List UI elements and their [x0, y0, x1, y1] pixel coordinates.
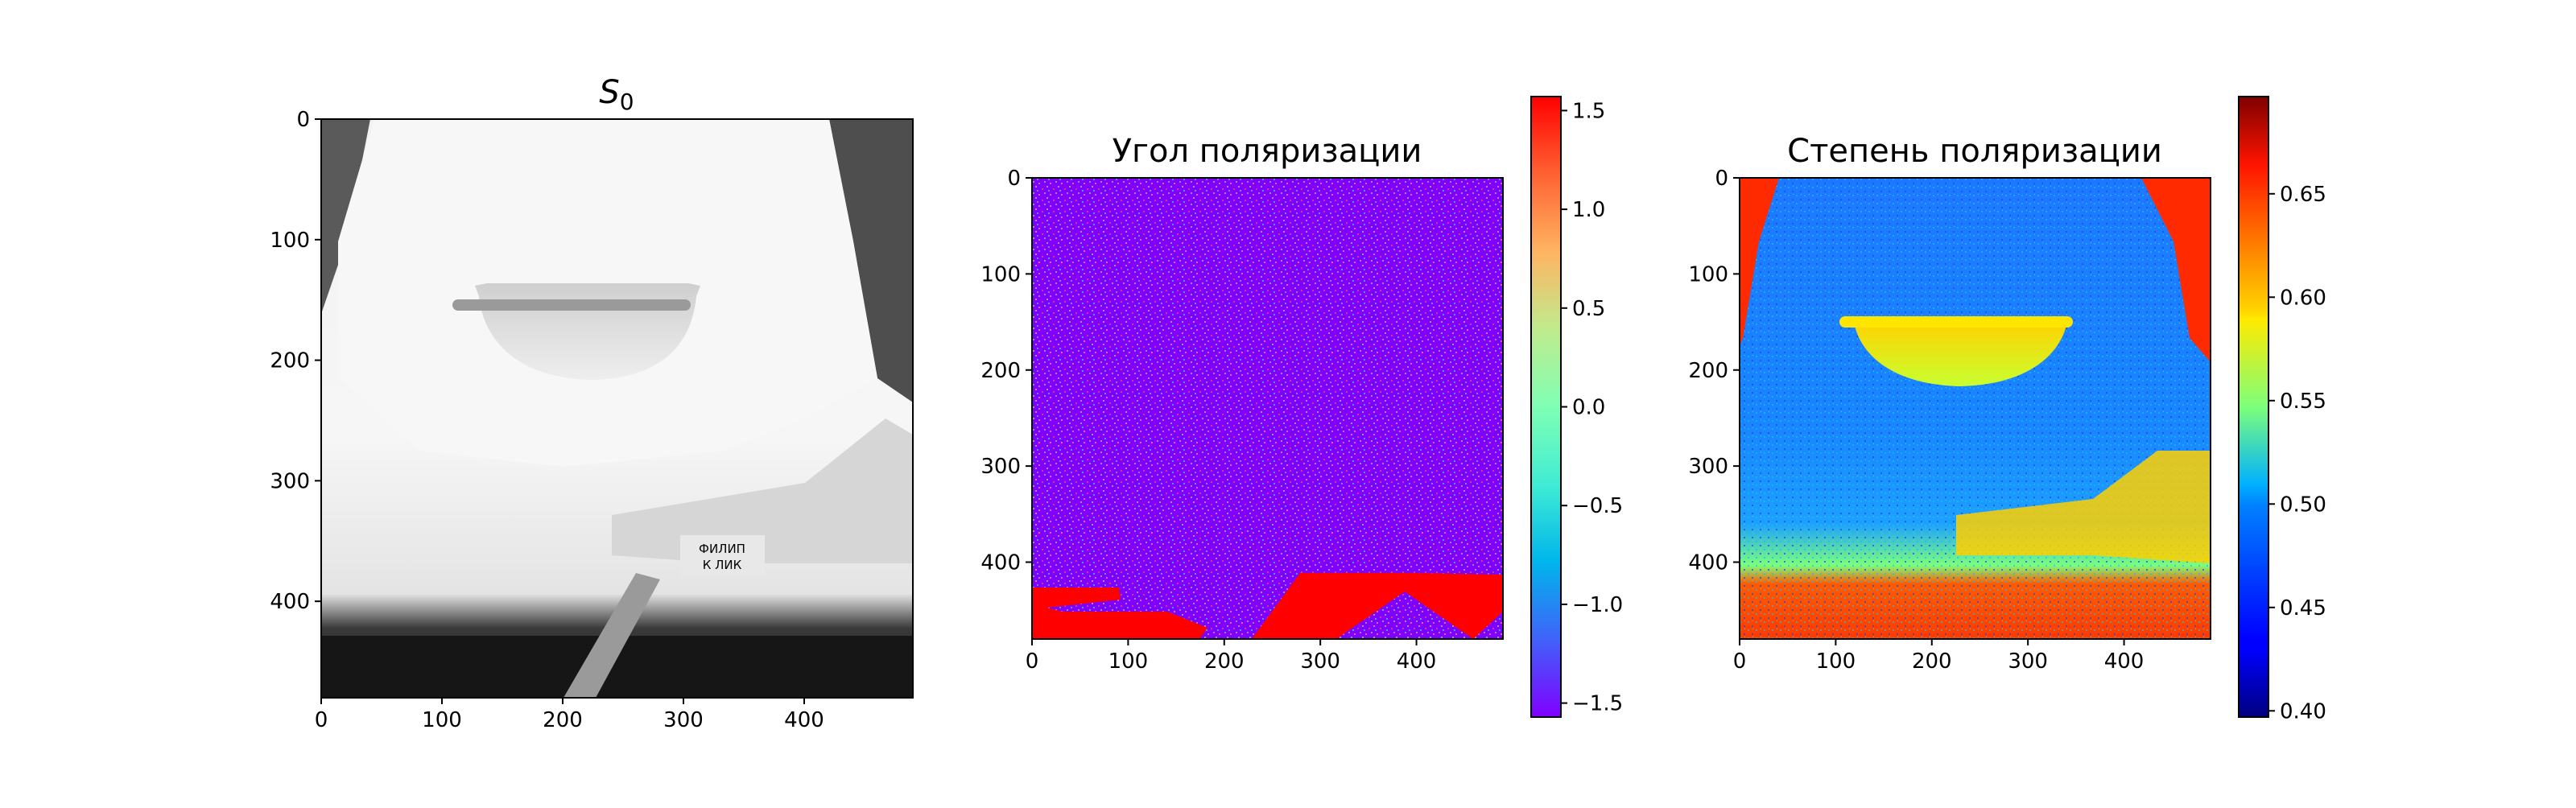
- aop-colorbar-tick-label: 1.5: [1572, 99, 1605, 123]
- dop-axes-frame: [1739, 177, 2211, 640]
- s0-label-box: [680, 535, 765, 575]
- s0-ytick-label: 200: [270, 349, 310, 373]
- aop-xtick-label: 0: [1026, 649, 1039, 674]
- aop-right-red-region: [1252, 573, 1503, 639]
- aop-colorbar-tick-label: 1.0: [1572, 198, 1605, 222]
- s0-label-line-2: К ЛИК: [703, 558, 742, 572]
- s0-bowl-rim: [452, 299, 691, 311]
- s0-right-dark-region: [829, 119, 913, 402]
- s0-ruler: [564, 573, 660, 698]
- dop-colorbar-tick-label: 0.60: [2280, 286, 2326, 310]
- dop-colorbar-tick-label: 0.55: [2280, 390, 2326, 414]
- aop-ytick-label: 200: [980, 359, 1021, 383]
- dop-colorbar-tick-label: 0.50: [2280, 493, 2326, 517]
- s0-lower-objects: [612, 418, 913, 563]
- aop-left-red-region: [1032, 587, 1208, 639]
- aop-ytick-label: 300: [980, 455, 1021, 479]
- dop-ytick-label: 200: [1688, 359, 1728, 383]
- aop-title: Угол поляризации: [1113, 133, 1422, 170]
- dop-lower-objects: [1956, 451, 2211, 563]
- aop-noise: [1032, 178, 1503, 639]
- s0-image: ФИЛИП К ЛИК: [321, 119, 913, 698]
- s0-xtick-label: 400: [784, 708, 824, 732]
- s0-xtick-label: 100: [422, 708, 462, 732]
- aop-ytick-label: 0: [1007, 167, 1021, 191]
- dop-right-red-region: [2141, 178, 2211, 362]
- aop-xtick-label: 200: [1204, 649, 1245, 674]
- dop-image: [1740, 178, 2211, 639]
- dop-colorbar-tick-label: 0.45: [2280, 596, 2326, 620]
- dop-xtick-label: 400: [2104, 649, 2145, 674]
- s0-title: S0: [599, 74, 634, 115]
- aop-xtick-label: 300: [1300, 649, 1340, 674]
- s0-xtick-label: 200: [543, 708, 583, 732]
- dop-ytick-label: 100: [1688, 262, 1728, 287]
- aop-axes-frame: [1031, 177, 1504, 640]
- dop-ytick-label: 300: [1688, 455, 1728, 479]
- dop-xtick-label: 200: [1912, 649, 1952, 674]
- dop-xtick-label: 300: [2008, 649, 2048, 674]
- s0-xtick-label: 300: [663, 708, 704, 732]
- s0-title-subscript: 0: [620, 89, 634, 115]
- s0-ytick-label: 100: [270, 229, 310, 253]
- aop-ytick-label: 100: [980, 262, 1021, 287]
- aop-image: [1032, 178, 1503, 639]
- s0-label-line-1: ФИЛИП: [699, 542, 745, 556]
- dop-ytick-label: 0: [1715, 167, 1728, 191]
- dop-left-red-region: [1740, 178, 1779, 346]
- dop-colorbar-tick-label: 0.40: [2280, 699, 2326, 723]
- ticks-layer: 0 100 200 300 400 0 100 200 300 400 0 100 200 300 400 0…: [270, 99, 2326, 732]
- s0-ytick-label: 300: [270, 469, 310, 493]
- s0-title-main: S: [599, 74, 619, 111]
- aop-colorbar: [1530, 96, 1562, 718]
- aop-colorbar-tick-label: −1.0: [1572, 593, 1623, 617]
- s0-xtick-label: 0: [315, 708, 328, 732]
- aop-colorbar-tick-label: 0.0: [1572, 396, 1605, 420]
- s0-axes-frame: [320, 118, 914, 699]
- dop-noise: [1740, 178, 2211, 639]
- aop-colorbar-tick-label: −1.5: [1572, 692, 1623, 716]
- aop-xtick-label: 400: [1397, 649, 1437, 674]
- dop-xtick-label: 100: [1816, 649, 1856, 674]
- aop-ytick-label: 400: [980, 551, 1021, 575]
- dop-colorbar: [2238, 96, 2269, 718]
- dop-bowl-rim: [1839, 316, 2073, 328]
- aop-xtick-label: 100: [1108, 649, 1149, 674]
- dop-ytick-label: 400: [1688, 551, 1728, 575]
- dop-colorbar-tick-label: 0.65: [2280, 183, 2326, 207]
- dop-bowl: [1854, 322, 2067, 386]
- dop-title: Степень поляризации: [1787, 133, 2162, 170]
- aop-colorbar-tick-label: −0.5: [1572, 494, 1623, 518]
- aop-colorbar-tick-label: 0.5: [1572, 297, 1605, 321]
- dop-xtick-label: 0: [1733, 649, 1747, 674]
- s0-ytick-label: 0: [296, 108, 310, 132]
- s0-ytick-label: 400: [270, 590, 310, 614]
